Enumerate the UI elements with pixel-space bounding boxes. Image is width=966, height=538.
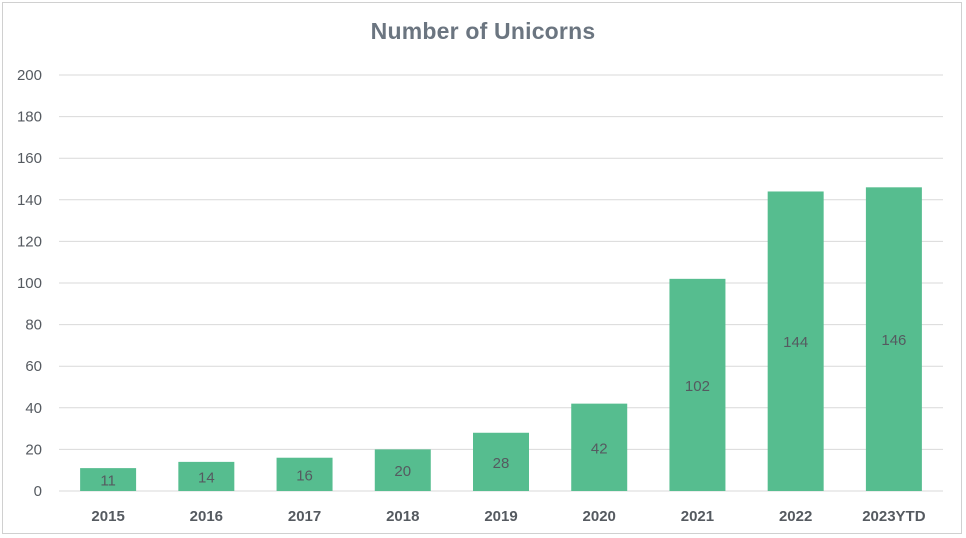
y-tick-label: 80 (25, 317, 42, 334)
bar-2015 (80, 468, 137, 491)
y-tick-label: 100 (17, 275, 42, 292)
x-tick-label: 2021 (681, 508, 714, 525)
data-labels: 11 14 16 20 28 42 102 144 146 (100, 332, 906, 489)
bar-2018 (374, 449, 431, 491)
data-label: 102 (685, 378, 710, 395)
data-label: 16 (296, 467, 313, 484)
y-tick-label: 20 (25, 441, 42, 458)
bar-2023ytd (865, 187, 922, 491)
data-label: 144 (783, 334, 808, 351)
data-label: 11 (100, 473, 116, 490)
bar-2020 (571, 403, 628, 491)
y-tick-label: 40 (25, 400, 42, 417)
data-label: 42 (591, 440, 608, 457)
x-tick-label: 2020 (583, 508, 616, 525)
x-tick-label: 2015 (91, 508, 124, 525)
y-axis-ticks: 0 20 40 60 80 100 120 140 160 180 200 (17, 67, 42, 500)
x-tick-label: 2023YTD (862, 508, 926, 525)
y-tick-label: 160 (17, 150, 42, 167)
bar-2017 (276, 457, 333, 491)
bar-2022 (767, 191, 824, 492)
x-tick-label: 2022 (779, 508, 812, 525)
bar-2019 (473, 432, 529, 491)
data-label: 146 (881, 332, 906, 349)
bar-2021 (669, 278, 726, 491)
y-tick-label: 60 (25, 358, 42, 375)
bars (80, 187, 922, 492)
x-tick-label: 2019 (484, 508, 517, 525)
y-tick-label: 140 (17, 192, 42, 209)
data-label: 14 (198, 469, 215, 486)
y-tick-label: 120 (17, 233, 42, 250)
x-tick-label: 2016 (190, 508, 223, 525)
x-axis-ticks: 2015 2016 2017 2018 2019 2020 2021 2022 2023YTD (91, 508, 925, 525)
data-label: 20 (394, 463, 411, 480)
y-tick-label: 180 (17, 109, 42, 126)
data-label: 28 (493, 455, 510, 472)
y-tick-label: 0 (34, 483, 42, 500)
chart-title: Number of Unicorns (370, 18, 596, 44)
bar-2016 (178, 461, 235, 491)
y-tick-label: 200 (17, 67, 42, 84)
x-tick-label: 2017 (288, 508, 321, 525)
x-tick-label: 2018 (386, 508, 419, 525)
